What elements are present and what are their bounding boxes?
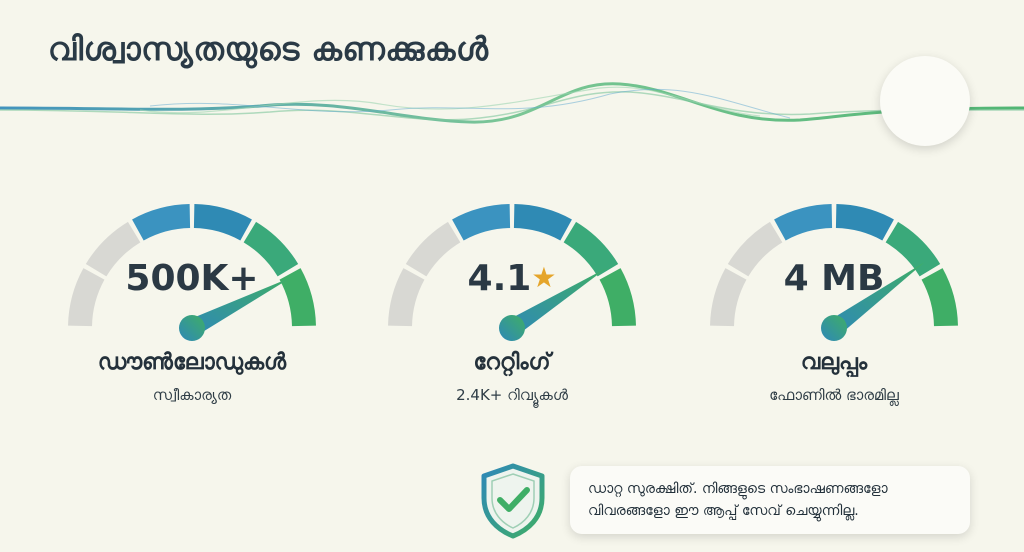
star-icon: ★ <box>531 261 557 294</box>
gauge-segment <box>85 221 141 277</box>
gauge-dial <box>388 204 636 341</box>
gauge-needle <box>187 277 292 337</box>
gauge-needle <box>507 267 607 336</box>
gauge-subtitle: സ്വീകാര്യത <box>152 386 232 404</box>
gauge-segment <box>388 268 425 327</box>
gauge-label: റേറ്റിംഗ് <box>473 350 551 375</box>
gauge-segment <box>132 204 191 241</box>
gauge-segment <box>710 268 747 327</box>
gauge-segment <box>193 204 252 241</box>
gauge-segment <box>563 221 619 277</box>
page-title: വിശ്വാസ്യതയുടെ കണക്കുകൾ <box>48 30 489 68</box>
gauge-subtitle: 2.4K+ റിവ്യൂകൾ <box>456 386 568 404</box>
gauge-segment <box>774 204 833 241</box>
gauge-rating: 4.1★ റേറ്റിംഗ് 2.4K+ റിവ്യൂകൾ <box>362 190 662 420</box>
shield-check-icon <box>481 463 545 539</box>
privacy-notice: ഡാറ്റ സുരക്ഷിത്. നിങ്ങളുടെ സംഭാഷണങ്ങളോ വ… <box>570 466 970 534</box>
gauge-hub <box>499 315 525 341</box>
gauge-hub <box>179 315 205 341</box>
gauge-value: 500K+ <box>125 258 259 299</box>
gauge-label: ഡൗൺലോഡുകൾ <box>97 350 287 375</box>
gauge-segment <box>921 268 958 327</box>
gauge-segment <box>68 268 105 327</box>
gauge-hub <box>821 315 847 341</box>
gauge-dial <box>710 204 958 341</box>
gauge-segment <box>452 204 511 241</box>
notice-line-2: വിവരങ്ങളോ ഈ ആപ്പ് സേവ് ചെയ്യുന്നില്ല. <box>588 503 859 519</box>
gauge-downloads: 500K+ ഡൗൺലോഡുകൾ സ്വീകാര്യത <box>42 190 342 420</box>
gauge-size: 4 MB വലുപ്പം ഫോണിൽ ഭാരമില്ല <box>684 190 984 420</box>
gauge-segment <box>243 221 299 277</box>
gauge-segment <box>599 268 636 327</box>
gauge-value: 4 MB <box>783 258 885 299</box>
decorative-wave <box>0 82 1024 124</box>
gauge-segment <box>885 221 941 277</box>
gauge-segment <box>405 221 461 277</box>
gauge-segment <box>727 221 783 277</box>
gauge-dial <box>68 204 316 341</box>
gauge-segment <box>835 204 894 241</box>
gauge-needle <box>828 262 925 336</box>
gauge-segment <box>513 204 572 241</box>
gauge-segment <box>279 268 316 327</box>
gauge-value: 4.1★ <box>362 258 662 299</box>
rating-value: 4.1 <box>467 258 532 299</box>
circle-badge <box>880 56 970 146</box>
gauge-subtitle: ഫോണിൽ ഭാരമില്ല <box>769 386 899 404</box>
gauge-label: വലുപ്പം <box>800 350 868 375</box>
notice-line-1: ഡാറ്റ സുരക്ഷിത്. നിങ്ങളുടെ സംഭാഷണങ്ങളോ <box>588 481 888 497</box>
